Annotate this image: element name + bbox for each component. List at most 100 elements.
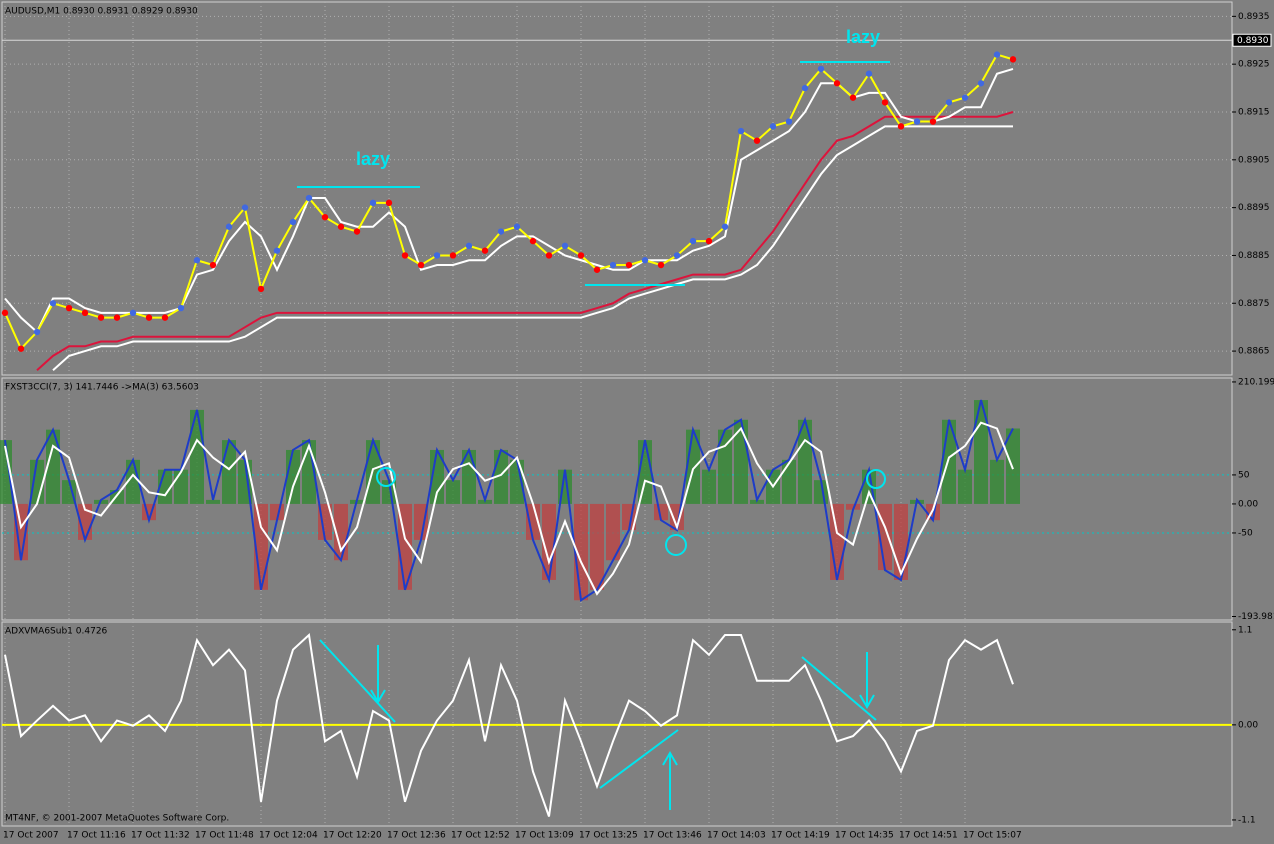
series-line	[36, 111, 1014, 371]
price-dot	[945, 99, 953, 106]
x-tick-label: 17 Oct 11:16	[67, 831, 126, 841]
price-dot	[865, 70, 873, 77]
price-dot	[417, 261, 425, 269]
panel-title: AUDUSD,M1 0.8930 0.8931 0.8929 0.8930	[5, 7, 198, 17]
price-dot	[833, 80, 841, 87]
price-dot	[1009, 56, 1017, 63]
annotation-circle	[665, 534, 687, 556]
histogram-bar	[606, 503, 620, 561]
panel	[1, 1, 1233, 376]
histogram-bar	[430, 449, 444, 504]
price-dot	[657, 261, 665, 269]
price-dot	[545, 252, 553, 259]
annotation-layer: lazy lazy	[297, 27, 890, 810]
y-tick-label: 0.00	[1238, 720, 1258, 730]
price-dot	[161, 314, 169, 321]
price-dot	[433, 252, 441, 259]
y-tick-label: 0.8895	[1238, 203, 1270, 213]
price-dot	[961, 94, 969, 101]
footer: MT4NF, © 2001-2007 MetaQuotes Software C…	[5, 814, 229, 824]
price-dot	[609, 261, 617, 269]
y-tick-label: 210.1990	[1238, 377, 1274, 387]
price-dot	[897, 123, 905, 130]
annotation-circle	[866, 469, 886, 489]
annotation: lazy	[356, 149, 390, 169]
histogram-bar	[894, 503, 908, 580]
x-tick-label: 17 Oct 11:48	[195, 831, 254, 841]
price-dot	[849, 94, 857, 101]
histogram-bar	[590, 503, 604, 590]
price-dot	[33, 328, 41, 336]
price-dot	[577, 252, 585, 259]
y-tick-label: 50	[1238, 470, 1250, 480]
histogram-bar	[782, 459, 796, 504]
x-tick-label: 17 Oct 14:35	[835, 831, 894, 841]
x-tick-label: 17 Oct 12:20	[323, 831, 382, 841]
y-tick-label: 0.8875	[1238, 299, 1270, 309]
arrow	[662, 751, 678, 810]
y-tick-label: -1.1	[1238, 815, 1256, 825]
price-dot	[305, 194, 313, 202]
series-line	[52, 125, 1013, 371]
x-tick-label: 17 Oct 15:07	[963, 831, 1022, 841]
y-tick-label: 0.8935	[1238, 12, 1270, 22]
y-tick-label: -193.981	[1238, 612, 1274, 622]
y-tick-label: 0.8925	[1238, 60, 1270, 70]
y-tick-label: 0.00	[1238, 499, 1258, 509]
histogram-bar	[510, 459, 524, 504]
price-dot	[817, 65, 825, 73]
panel-title: ADXVMA6Sub1 0.4726	[5, 627, 108, 637]
histogram-bar	[990, 459, 1004, 504]
price-dot	[625, 261, 633, 269]
x-tick-label: 17 Oct 12:52	[451, 831, 510, 841]
histogram-bar	[62, 480, 76, 504]
price-box	[1232, 33, 1272, 47]
price-dot	[593, 266, 601, 273]
price-dot	[401, 252, 409, 259]
arrow	[859, 652, 875, 709]
x-tick-label: 17 Oct 12:04	[259, 831, 318, 841]
x-tick-label: 17 Oct 14:51	[899, 831, 958, 841]
arrow	[370, 645, 386, 704]
annotation-line	[801, 656, 877, 721]
price-dot	[241, 204, 249, 211]
price-dot	[1, 309, 9, 317]
price-dot	[225, 223, 233, 230]
histogram-bar	[286, 449, 300, 504]
annotation-line	[319, 639, 396, 723]
series-line	[4, 399, 1014, 602]
price-dot	[321, 213, 329, 221]
price-dot	[289, 218, 297, 226]
price-dot	[641, 257, 649, 264]
price-dot	[513, 223, 521, 230]
price-dot	[449, 252, 457, 259]
price-dot	[49, 300, 57, 307]
histogram-bar	[958, 469, 972, 504]
histogram-bar	[1006, 428, 1020, 504]
price-dot	[257, 285, 265, 293]
y-tick-label: -50	[1238, 528, 1253, 538]
price-dot	[785, 118, 793, 125]
histogram-bar	[846, 503, 860, 510]
x-tick-label: 17 Oct 2007	[3, 831, 59, 841]
price-dot	[17, 345, 25, 352]
price-dot	[769, 123, 777, 130]
price-dot	[929, 118, 937, 125]
price-dot	[369, 199, 377, 207]
x-tick-label: 17 Oct 14:19	[771, 831, 830, 841]
histogram-bar	[414, 503, 428, 540]
price-dot	[465, 242, 473, 250]
annotation-line	[599, 729, 679, 789]
price-dot	[497, 228, 505, 235]
price-dot	[737, 127, 745, 135]
price-dot	[689, 237, 697, 245]
price-dot	[337, 223, 345, 230]
histogram-bar	[174, 469, 188, 504]
histogram-bar	[14, 503, 28, 561]
series-line	[4, 421, 1014, 596]
price-dot	[753, 137, 761, 144]
price-dot	[801, 84, 809, 92]
price-dot	[561, 242, 569, 250]
